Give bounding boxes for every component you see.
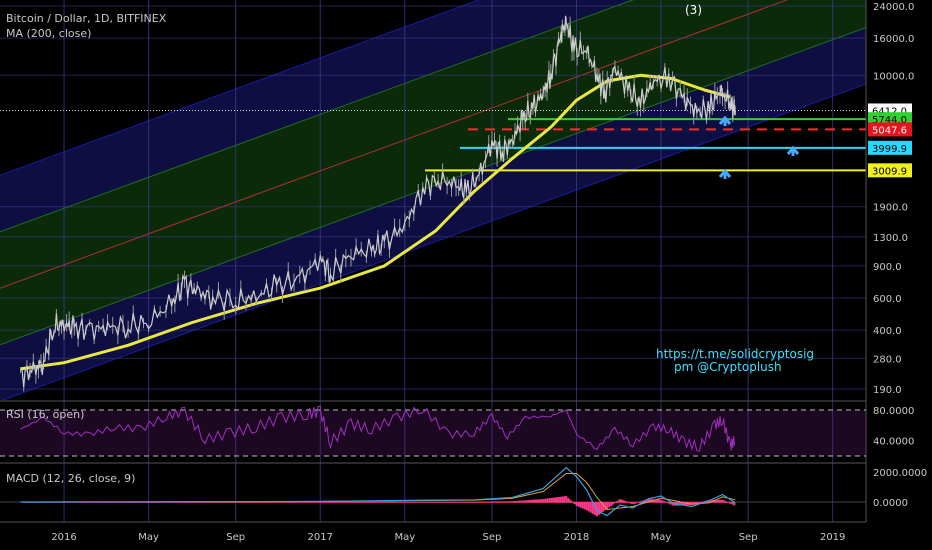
time-tick-label-1: May [138,532,159,543]
price-axis[interactable]: 24000.0 16000.0 10000.0 1900.0 1300.0 900.0 60… [873,2,927,509]
macd-tick-label-0: 2000.0000 [873,468,927,479]
level-label-1: 5744.0 [872,115,907,126]
symbol-title[interactable]: Bitcoin / Dollar, 1D, BITFINEX [6,12,167,25]
time-axis[interactable]: 2016 May Sep 2017 May Sep 2018 May Sep 2019 [51,532,845,543]
level-label-bg-4 [868,163,912,178]
annotation-telegram-link[interactable]: https://t.me/solidcryptosig [656,347,814,361]
price-tick-label-5: 900.0 [873,262,902,273]
support-arrows [718,115,800,179]
channel-line-2 [0,0,789,289]
rsi-panel[interactable] [0,405,866,457]
rsi-title[interactable]: RSI (16, open) [6,408,84,421]
time-tick-label-8: Sep [739,532,758,543]
macd-tick-label-1: 0.0000 [873,498,908,509]
price-tick-label-6: 600.0 [873,294,902,305]
time-tick-label-0: 2016 [51,532,76,543]
level-label-4: 3009.9 [872,166,907,177]
elliott-wave-label: (3) [685,3,702,17]
rsi-line[interactable] [20,405,735,452]
rsi-band-fill [0,410,866,456]
level-label-3: 3999.9 [872,144,907,155]
level-label-bg-2 [868,122,912,137]
time-tick-label-9: 2019 [820,532,845,543]
time-tick-label-4: May [394,532,415,543]
macd-panel[interactable] [0,466,866,517]
channel-line-3 [0,26,866,346]
level-label-2: 5047.6 [872,125,907,136]
level-label-bg-3 [868,140,912,155]
rsi-tick-label-0: 80.0000 [873,406,914,417]
price-tick-label-1: 16000.0 [873,34,914,45]
time-tick-label-2: Sep [226,532,245,543]
time-tick-label-5: Sep [482,532,501,543]
support-arrow-0 [718,115,732,126]
channel-line-4 [1,83,866,400]
support-arrow-2 [718,168,732,179]
price-series-layer [19,15,736,392]
price-tick-label-9: 190.0 [873,385,902,396]
annotation-contact: pm @Cryptoplush [674,360,782,374]
macd-title[interactable]: MACD (12, 26, close, 9) [6,472,135,485]
ma-200-line[interactable] [20,73,731,371]
time-tick-label-3: 2017 [308,532,333,543]
price-tick-label-8: 280.0 [873,354,902,365]
channel-band-3 [0,27,866,400]
ma-200-layer [20,73,731,371]
price-tick-label-7: 400.0 [873,326,902,337]
support-arrow-1 [786,145,800,156]
price-tick-label-4: 1300.0 [873,233,908,244]
level-label-0: 6412.0 [872,106,907,117]
price-line[interactable] [20,15,736,388]
channel-line-1 [0,0,634,233]
macd-line[interactable] [20,466,736,517]
channel-line-0 [0,0,480,176]
time-tick-label-7: May [651,532,672,543]
price-tick-label-3: 1900.0 [873,203,908,214]
rsi-tick-label-1: 40.0000 [873,437,914,448]
time-tick-label-6: 2018 [564,532,589,543]
price-tick-label-0: 24000.0 [873,2,914,13]
price-tick-label-2: 10000.0 [873,71,914,82]
ma-indicator-label[interactable]: MA (200, close) [6,27,91,40]
